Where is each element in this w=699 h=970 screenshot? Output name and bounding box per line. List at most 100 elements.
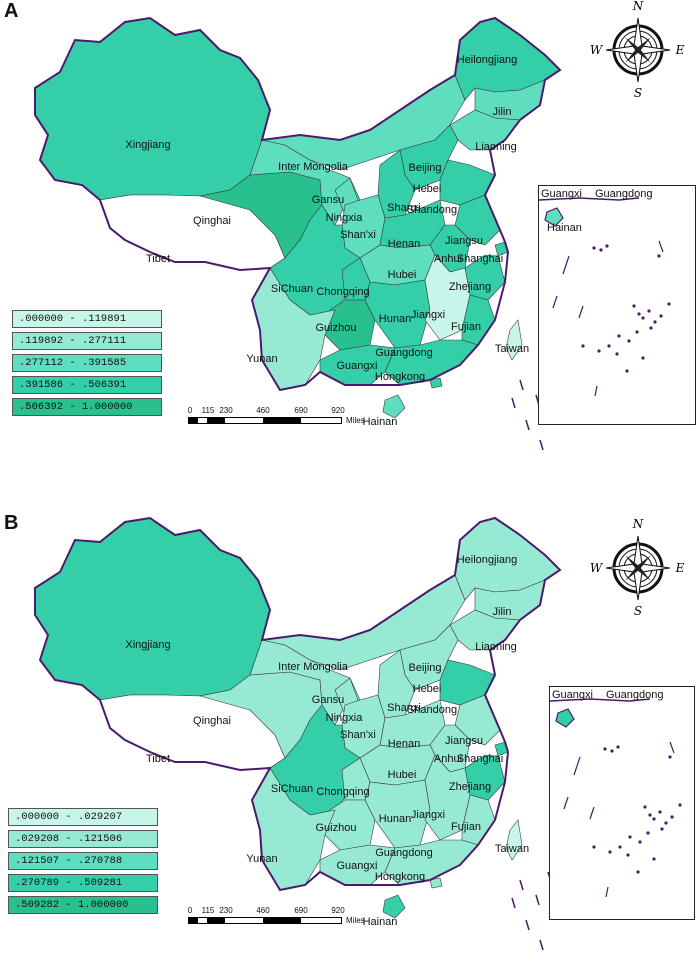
- province-label: Hebei: [413, 683, 442, 695]
- province-label: Inter Mongolia: [278, 161, 349, 173]
- legend-b: .000000 - .029207 .029208 - .121506 .121…: [8, 806, 158, 916]
- province-label: Tibet: [146, 253, 170, 265]
- island-dash: [562, 255, 570, 275]
- scale-units: Miles: [346, 916, 365, 925]
- scale-tick: 230: [219, 406, 233, 415]
- island-dot: [592, 246, 596, 250]
- island-mark: [519, 879, 524, 891]
- compass-letter: N: [632, 518, 644, 531]
- compass-letter: E: [675, 561, 685, 575]
- province-label: Hongkong: [375, 371, 425, 383]
- island-dot: [597, 349, 601, 353]
- province-label: Taiwan: [495, 343, 529, 355]
- island-dot: [581, 344, 585, 348]
- legend-item: .029208 - .121506: [8, 828, 158, 850]
- island-dash: [658, 240, 664, 253]
- island-dot: [603, 747, 607, 751]
- island-dot: [678, 803, 682, 807]
- island-dot: [659, 314, 663, 318]
- legend-item: .506392 - 1.000000: [12, 396, 162, 418]
- province-label: Qinghai: [193, 715, 231, 727]
- province-label: Shandong: [407, 204, 457, 216]
- province-label: Jilin: [493, 606, 512, 618]
- province-label: Guangdong: [375, 847, 433, 859]
- province-label: Jilin: [493, 106, 512, 118]
- island-dot: [610, 749, 614, 753]
- inset-label: Guangxi: [552, 689, 593, 701]
- island-mark: [525, 419, 530, 431]
- province-label: Guangdong: [375, 347, 433, 359]
- province-label: Zhejiang: [449, 281, 491, 293]
- scale-bar: 0 115 230 460 690 920 Miles: [187, 906, 365, 925]
- island-dot: [649, 326, 653, 330]
- island-mark: [511, 897, 516, 909]
- province-label: Hunan: [379, 813, 411, 825]
- province-label: Chongqing: [316, 786, 369, 798]
- province-label: Gansu: [312, 194, 344, 206]
- scale-tick: 690: [294, 406, 308, 415]
- island-dot: [652, 817, 656, 821]
- compass-letter: N: [632, 0, 644, 13]
- province-label: Taiwan: [495, 843, 529, 855]
- province-jiangxi: [424, 754, 471, 841]
- province-label: Heilongjiang: [457, 54, 518, 66]
- province-label: Guizhou: [316, 822, 357, 834]
- island-dash: [594, 385, 598, 397]
- national-border: [34, 516, 562, 892]
- island-dot: [647, 309, 651, 313]
- island-dot: [646, 831, 650, 835]
- province-hongkong: [429, 377, 443, 389]
- inset-label: Hainan: [547, 222, 582, 234]
- inset-label: Guangdong: [606, 689, 664, 701]
- island-dot: [652, 857, 656, 861]
- scale-tick: 115: [201, 406, 215, 415]
- island-dot: [637, 312, 641, 316]
- scale-tick: 920: [331, 906, 345, 915]
- province-label: Hubei: [388, 269, 417, 281]
- compass-letter: W: [590, 561, 604, 575]
- map-panel-a: A Xingjiang Tibet Qinghai Gansu Inter Mongol…: [0, 0, 699, 470]
- province-label: SiChuan: [271, 783, 313, 795]
- south-china-sea-inset: Guangxi Guangdong Hainan: [538, 185, 696, 425]
- china-map-a: Xingjiang Tibet Qinghai Gansu Inter Mongolia…: [34, 16, 562, 451]
- compass-star-inner: [625, 555, 651, 581]
- province-label: Jiangxi: [411, 309, 445, 321]
- compass-letter: W: [590, 43, 604, 57]
- scale-tick: 0: [187, 906, 193, 915]
- island-dot: [658, 810, 662, 814]
- island-dash: [573, 756, 581, 776]
- province-label: Ningxia: [326, 712, 364, 724]
- province-label: Tibet: [146, 753, 170, 765]
- inset-label: Guangxi: [541, 188, 582, 200]
- compass-star-inner: [625, 37, 651, 63]
- province-label: Henan: [388, 238, 420, 250]
- province-label: Xingjiang: [125, 639, 170, 651]
- province-label: Fujian: [451, 821, 481, 833]
- legend-a: .000000 - .119891 .119892 - .277111 .277…: [12, 308, 162, 418]
- province-xingjiang: [34, 517, 271, 701]
- inset-islands: [538, 197, 671, 397]
- province-label: Jiangsu: [445, 235, 483, 247]
- province-label: Shanxi: [387, 202, 421, 214]
- china-map-b: Xingjiang Tibet Qinghai Gansu Inter Mongolia…: [34, 516, 562, 951]
- province-label: Hunan: [379, 313, 411, 325]
- island-dot: [638, 840, 642, 844]
- province-label: Guangxi: [337, 360, 378, 372]
- island-dot: [632, 304, 636, 308]
- compass-letter: S: [634, 604, 642, 618]
- scale-units: Miles: [346, 416, 365, 425]
- island-dash: [589, 806, 595, 820]
- island-dot: [618, 845, 622, 849]
- legend-item: .509282 - 1.000000: [8, 894, 158, 916]
- province-label: Hongkong: [375, 871, 425, 883]
- island-dot: [657, 254, 661, 258]
- province-label: Ningxia: [326, 212, 364, 224]
- hainan-island: [555, 708, 575, 728]
- province-label: Guangxi: [337, 860, 378, 872]
- province-label: Anhui: [434, 753, 462, 765]
- province-label: Henan: [388, 738, 420, 750]
- province-label: Hebei: [413, 183, 442, 195]
- inset-coastline: [549, 698, 651, 702]
- province-hongkong: [429, 877, 443, 889]
- south-china-sea-inset: Guangxi Guangdong: [549, 686, 695, 920]
